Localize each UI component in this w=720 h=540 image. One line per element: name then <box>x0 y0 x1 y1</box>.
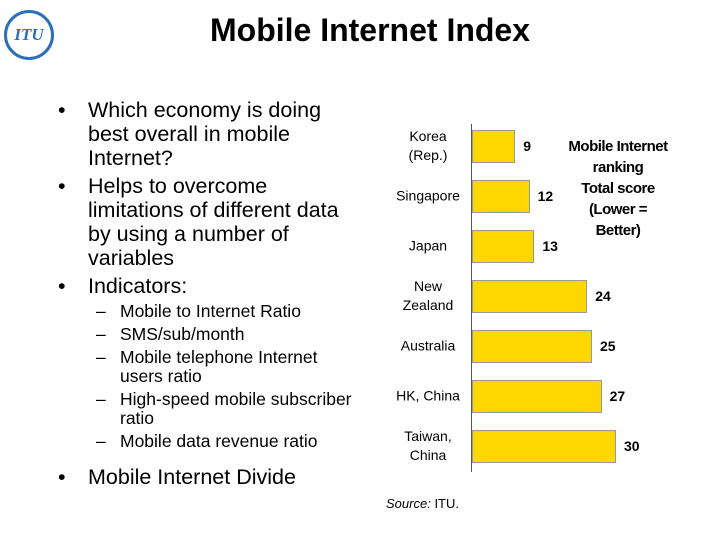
bar <box>472 380 602 413</box>
sub-bullet: SMS/sub/month <box>58 325 358 345</box>
bullet: Mobile Internet Divide <box>58 465 358 489</box>
sub-bullet: High-speed mobile subscriber ratio <box>58 390 358 428</box>
bar <box>472 330 592 363</box>
category-label: Japan <box>408 237 448 254</box>
annotation: Mobile Internet ranking Total score (Low… <box>568 138 668 239</box>
bullet: Indicators: <box>58 274 358 298</box>
value-label: 13 <box>542 238 558 254</box>
bullet-list: Which economy is doing best overall in m… <box>58 98 358 493</box>
category-label: Korea (Rep.) <box>408 128 448 163</box>
value-label: 27 <box>609 388 626 404</box>
bar <box>472 130 516 163</box>
sub-bullet: Mobile to Internet Ratio <box>58 302 358 322</box>
value-label: 25 <box>600 338 616 354</box>
category-label: Taiwan, China <box>404 428 452 463</box>
sub-bullet: Mobile telephone Internet users ratio <box>58 348 358 386</box>
category-label: Australia <box>400 337 456 354</box>
value-label: 12 <box>537 188 554 204</box>
axis-line <box>471 124 472 472</box>
bar <box>472 280 588 313</box>
value-label: 9 <box>523 138 531 154</box>
source-label: Source: <box>386 496 431 511</box>
value-label: 30 <box>624 438 640 454</box>
source: Source: ITU. <box>386 496 459 511</box>
category-label: New Zealand <box>402 278 454 313</box>
bar <box>472 230 535 263</box>
category-label: Singapore <box>396 187 460 204</box>
value-label: 24 <box>595 288 611 304</box>
category-label: HK, China <box>396 387 460 404</box>
sub-bullet: Mobile data revenue ratio <box>58 432 358 452</box>
bar <box>472 430 616 463</box>
bullet: Helps to overcome limitations of differe… <box>58 174 358 270</box>
bar <box>472 180 530 213</box>
slide-title: Mobile Internet Index <box>209 12 531 48</box>
source-text: ITU. <box>434 496 459 511</box>
logo: ITU <box>4 10 54 60</box>
bullet: Which economy is doing best overall in m… <box>58 98 358 170</box>
